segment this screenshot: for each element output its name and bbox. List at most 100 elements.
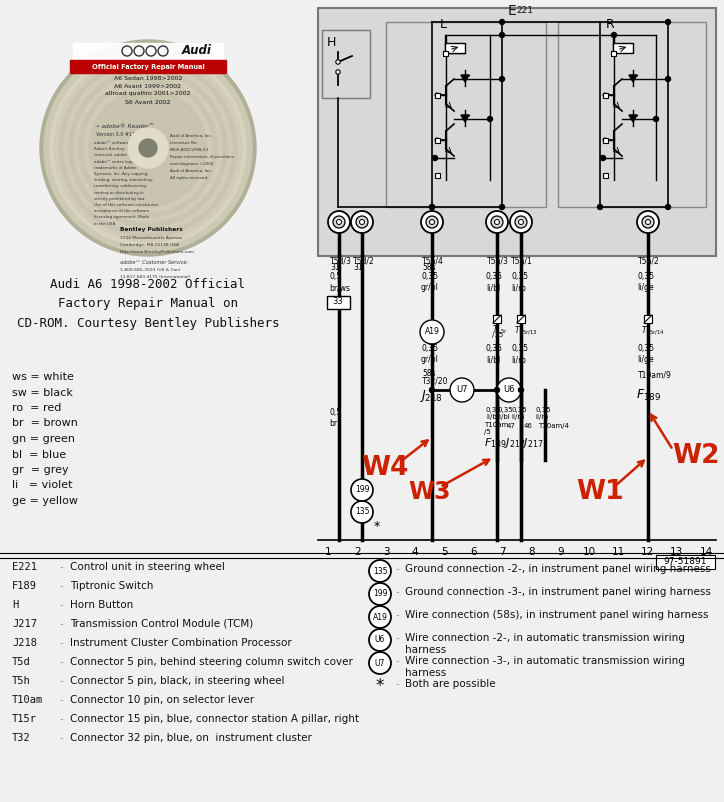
Circle shape [59, 59, 237, 237]
Text: 0,35
li/ro: 0,35 li/ro [535, 407, 551, 420]
Text: Robert Bentley, Inc. All rights: Robert Bentley, Inc. All rights [94, 148, 153, 152]
Text: Wire connection (58s), in instrument panel wiring harness: Wire connection (58s), in instrument pan… [405, 610, 709, 620]
Circle shape [69, 69, 227, 227]
Text: A19: A19 [424, 327, 439, 337]
Circle shape [421, 211, 443, 233]
Text: $T_{15r}$: $T_{15r}$ [492, 324, 508, 337]
Circle shape [646, 220, 650, 225]
Text: -: - [60, 638, 64, 648]
Text: All rights reserved.: All rights reserved. [170, 176, 209, 180]
Text: Transmission Control Module (TCM): Transmission Control Module (TCM) [70, 619, 253, 629]
Text: T10am/9: T10am/9 [638, 370, 672, 379]
Text: Connector 10 pin, on selector lever: Connector 10 pin, on selector lever [70, 695, 254, 705]
Text: Use of this software constitutes: Use of this software constitutes [94, 203, 158, 207]
Text: 7: 7 [499, 547, 506, 557]
Circle shape [515, 216, 527, 228]
Circle shape [500, 205, 505, 209]
Text: F189: F189 [12, 581, 37, 591]
Text: 199: 199 [373, 589, 387, 598]
Circle shape [128, 128, 168, 168]
Bar [602, 137, 607, 143]
Text: 0,35
li/bl: 0,35 li/bl [486, 344, 503, 364]
Text: 9: 9 [557, 547, 564, 557]
Text: and diagrams ©2004: and diagrams ©2004 [170, 162, 214, 166]
Text: $J_{218}$: $J_{218}$ [419, 388, 443, 404]
Circle shape [50, 50, 246, 246]
Circle shape [494, 387, 500, 392]
Text: 1-800-685-3503 (US & Can): 1-800-685-3503 (US & Can) [120, 268, 180, 272]
Circle shape [420, 320, 444, 344]
Text: li   = violet: li = violet [12, 480, 72, 491]
Text: 0,35
li/ro: 0,35 li/ro [511, 272, 528, 292]
Text: *: * [376, 677, 384, 695]
Text: lending, sharing, translating,: lending, sharing, translating, [94, 178, 153, 182]
Polygon shape [461, 115, 469, 122]
Text: http://www.BentleyPublishers.com: http://www.BentleyPublishers.com [120, 250, 195, 254]
Bar [70, 60, 226, 73]
Text: A19: A19 [373, 613, 387, 622]
Text: T5h: T5h [12, 676, 30, 686]
Text: 0,35
li/bl: 0,35 li/bl [486, 272, 503, 292]
Text: S6 Avant 2002: S6 Avant 2002 [125, 99, 171, 104]
Text: -: - [396, 564, 400, 574]
Text: W4: W4 [361, 455, 408, 481]
Text: 0,35
li/bl: 0,35 li/bl [486, 407, 502, 420]
Text: 46: 46 [524, 423, 533, 429]
Text: 31: 31 [330, 263, 340, 272]
Text: 12: 12 [641, 547, 654, 557]
Text: T32: T32 [12, 733, 30, 743]
Text: 31: 31 [353, 263, 363, 272]
Text: Literature No.: Literature No. [170, 141, 198, 145]
Text: A6 Sedan 1998>2002: A6 Sedan 1998>2002 [114, 75, 182, 80]
Circle shape [510, 211, 532, 233]
Circle shape [44, 44, 252, 252]
Text: Version 5.0 #11: Version 5.0 #11 [96, 132, 135, 136]
Circle shape [40, 40, 256, 256]
Text: Wire connection -2-, in automatic transmission wiring
harness: Wire connection -2-, in automatic transm… [405, 633, 685, 654]
Text: T10am: T10am [12, 695, 43, 705]
Text: 8: 8 [529, 547, 535, 557]
Text: -: - [60, 695, 64, 705]
Text: Official Factory Repair Manual: Official Factory Repair Manual [92, 64, 204, 70]
Circle shape [54, 54, 242, 242]
Text: Bentley Publishers: Bentley Publishers [120, 228, 182, 233]
Circle shape [356, 216, 368, 228]
Circle shape [637, 211, 659, 233]
Text: adobe™ series logo are: adobe™ series logo are [94, 160, 142, 164]
Text: 0,35
gr/bl: 0,35 gr/bl [421, 272, 439, 292]
Circle shape [333, 216, 345, 228]
Text: Instrument Cluster Combination Processor: Instrument Cluster Combination Processor [70, 638, 292, 648]
Text: Audi: Audi [182, 44, 212, 58]
Text: -: - [396, 679, 400, 689]
Bar [445, 43, 465, 53]
Text: 0,35
gr/bl: 0,35 gr/bl [421, 344, 439, 364]
Text: U7: U7 [375, 658, 385, 667]
Text: strictly prohibited by law.: strictly prohibited by law. [94, 196, 146, 200]
Text: • adobe® Reader™: • adobe® Reader™ [96, 124, 154, 128]
Text: Systems, Inc. Any copying,: Systems, Inc. Any copying, [94, 172, 148, 176]
Text: 13: 13 [670, 547, 683, 557]
Text: 58s: 58s [422, 263, 436, 272]
Text: -: - [60, 657, 64, 667]
Circle shape [84, 84, 212, 212]
Text: H: H [327, 36, 337, 49]
Text: 5: 5 [441, 547, 447, 557]
Text: Audi A6 1998-2002 Official
Factory Repair Manual on
CD-ROM. Courtesy Bentley Pub: Audi A6 1998-2002 Official Factory Repai… [17, 278, 279, 330]
Text: U7: U7 [456, 386, 468, 395]
Text: J217: J217 [12, 619, 37, 629]
Text: A6 Avant 1999>2002: A6 Avant 1999>2002 [114, 83, 182, 88]
Text: renting or distributing in: renting or distributing in [94, 191, 144, 195]
Circle shape [603, 138, 607, 142]
Bar [434, 92, 439, 98]
Circle shape [450, 378, 474, 402]
Text: -: - [60, 676, 64, 686]
Text: Audi of America, Inc.: Audi of America, Inc. [170, 169, 212, 173]
Text: -: - [60, 733, 64, 743]
Text: 3: 3 [383, 547, 390, 557]
Text: -: - [396, 633, 400, 643]
Text: L: L [439, 18, 447, 31]
Text: gr  = grey: gr = grey [12, 465, 69, 475]
Polygon shape [461, 75, 469, 82]
Text: T5h/3: T5h/3 [487, 256, 509, 265]
Text: 11: 11 [613, 547, 626, 557]
